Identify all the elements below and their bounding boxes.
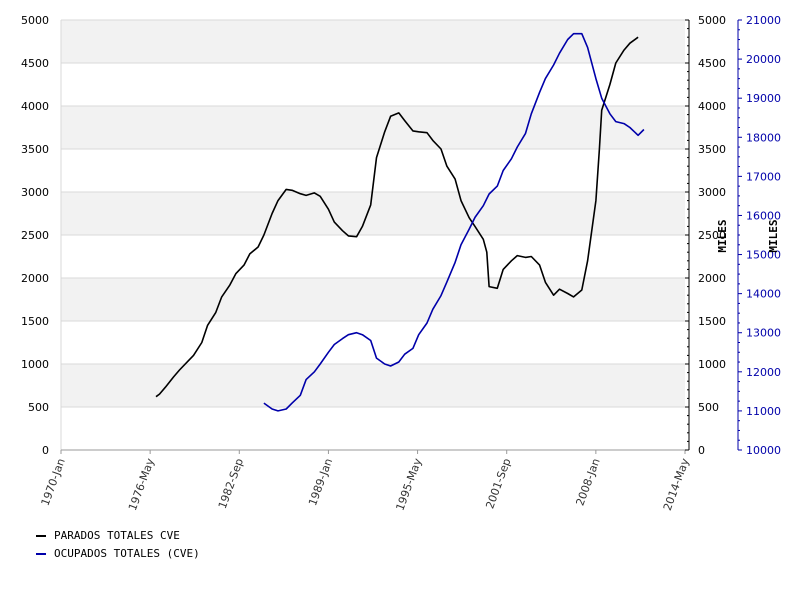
plot-band (61, 278, 685, 321)
plot-band (61, 235, 685, 278)
left-y-axis: 0 500 1000 1500 2000 2500 3000 3500 4000 4500 5000 (21, 14, 49, 457)
y-right2-tick-label: 14000 (746, 288, 781, 301)
right-y-axis-secondary: 10000 11000 12000 13000 14000 15000 16000 17000… (737, 14, 781, 457)
x-tick-label: 2014-May (661, 456, 692, 512)
y-right2-axis-label: MILES (767, 219, 780, 252)
x-tick-label: 2001-Sep (483, 457, 513, 511)
series-line-ocupados (263, 32, 645, 412)
y-right2-tick-label: 10000 (746, 444, 781, 457)
y-left-tick-label: 3000 (21, 186, 49, 199)
plot-band (61, 364, 685, 407)
series-line-parados (155, 36, 639, 398)
y-right2-tick-label: 18000 (746, 131, 781, 144)
y-right2-tick-label: 19000 (746, 92, 781, 105)
right-y-axis-primary: 0 500 1000 1500 2000 2500 3000 3500 4000 4500 5000… (685, 14, 729, 457)
plot-band (61, 407, 685, 450)
y-right1-axis-label: MILES (716, 219, 729, 252)
y-right1-tick-label: 1000 (698, 358, 726, 371)
y-left-tick-label: 5000 (21, 14, 49, 27)
y-left-tick-label: 4000 (21, 100, 49, 113)
y-left-tick-label: 3500 (21, 143, 49, 156)
x-tick-label: 1970-Jan (39, 457, 68, 508)
plot-band (61, 192, 685, 235)
y-left-tick-label: 2500 (21, 229, 49, 242)
legend-swatch-parados (36, 535, 46, 537)
plot-band (61, 321, 685, 364)
legend-item-parados: PARADOS TOTALES CVE (36, 526, 200, 544)
y-right1-tick-label: 500 (698, 401, 719, 414)
plot-band (61, 106, 685, 149)
y-right1-tick-label: 4500 (698, 57, 726, 70)
y-right1-tick-label: 4000 (698, 100, 726, 113)
series-lines (155, 32, 645, 412)
y-right2-tick-label: 12000 (746, 366, 781, 379)
plot-band (61, 20, 685, 63)
x-axis-ticks: 1970-Jan 1976-May 1982-Sep 1989-Jan 1995-May… (39, 450, 692, 512)
y-right2-tick-label: 11000 (746, 405, 781, 418)
legend-label-parados: PARADOS TOTALES CVE (54, 528, 180, 542)
y-right1-tick-label: 3000 (698, 186, 726, 199)
plot-band (61, 63, 685, 106)
y-right1-tick-label: 3500 (698, 143, 726, 156)
y-right2-tick-label: 13000 (746, 327, 781, 340)
y-right1-tick-label: 2500 (698, 229, 726, 242)
x-tick-label: 1989-Jan (306, 457, 335, 508)
x-tick-label: 1976-May (126, 456, 157, 512)
y-left-tick-label: 4500 (21, 57, 49, 70)
y-left-tick-label: 1000 (21, 358, 49, 371)
x-tick-label: 2008-Jan (574, 457, 603, 508)
plot-bands (61, 20, 685, 450)
legend-swatch-ocupados (36, 553, 46, 555)
legend: PARADOS TOTALES CVE OCUPADOS TOTALES (CV… (36, 526, 200, 562)
y-right1-tick-label: 5000 (698, 14, 726, 27)
x-tick-label: 1982-Sep (216, 457, 246, 511)
y-left-tick-label: 2000 (21, 272, 49, 285)
y-right2-tick-label: 17000 (746, 170, 781, 183)
y-right2-tick-label: 16000 (746, 209, 781, 222)
y-left-tick-label: 0 (42, 444, 49, 457)
y-right1-tick-label: 1500 (698, 315, 726, 328)
y-left-tick-label: 500 (28, 401, 49, 414)
y-right2-tick-label: 21000 (746, 14, 781, 27)
x-tick-label: 1995-May (393, 456, 424, 512)
legend-item-ocupados: OCUPADOS TOTALES (CVE) (36, 544, 200, 562)
legend-label-ocupados: OCUPADOS TOTALES (CVE) (54, 546, 200, 560)
y-right2-tick-label: 15000 (746, 249, 781, 262)
y-right2-tick-label: 20000 (746, 53, 781, 66)
y-right1-tick-label: 2000 (698, 272, 726, 285)
y-left-tick-label: 1500 (21, 315, 49, 328)
y-right1-tick-label: 0 (698, 444, 705, 457)
